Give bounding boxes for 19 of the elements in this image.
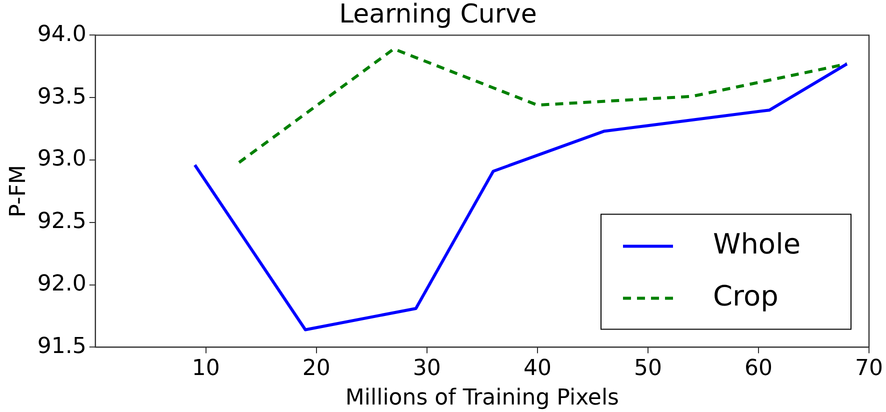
y-tick-label: 91.5 [37,334,86,359]
chart-title: Learning Curve [339,0,537,30]
x-tick-label: 70 [855,356,884,382]
x-tick-label: 10 [192,356,220,382]
legend-label: Crop [713,279,778,312]
x-axis-title: Millions of Training Pixels [345,386,620,411]
y-tick-label: 92.0 [37,272,86,297]
x-tick-label: 40 [523,356,552,382]
y-tick-label: 93.5 [37,84,86,110]
legend-label: Whole [713,227,801,260]
y-tick-label: 93.0 [37,146,86,172]
x-tick-label: 60 [744,356,772,382]
x-tick-label: 30 [412,356,441,382]
y-tick-label: 94.0 [37,22,86,47]
x-tick-label: 50 [634,356,662,382]
line-series [238,47,848,164]
y-axis-title: P-FM [6,165,31,218]
y-tick-label: 92.5 [37,209,86,234]
x-tick-label: 20 [302,356,330,382]
